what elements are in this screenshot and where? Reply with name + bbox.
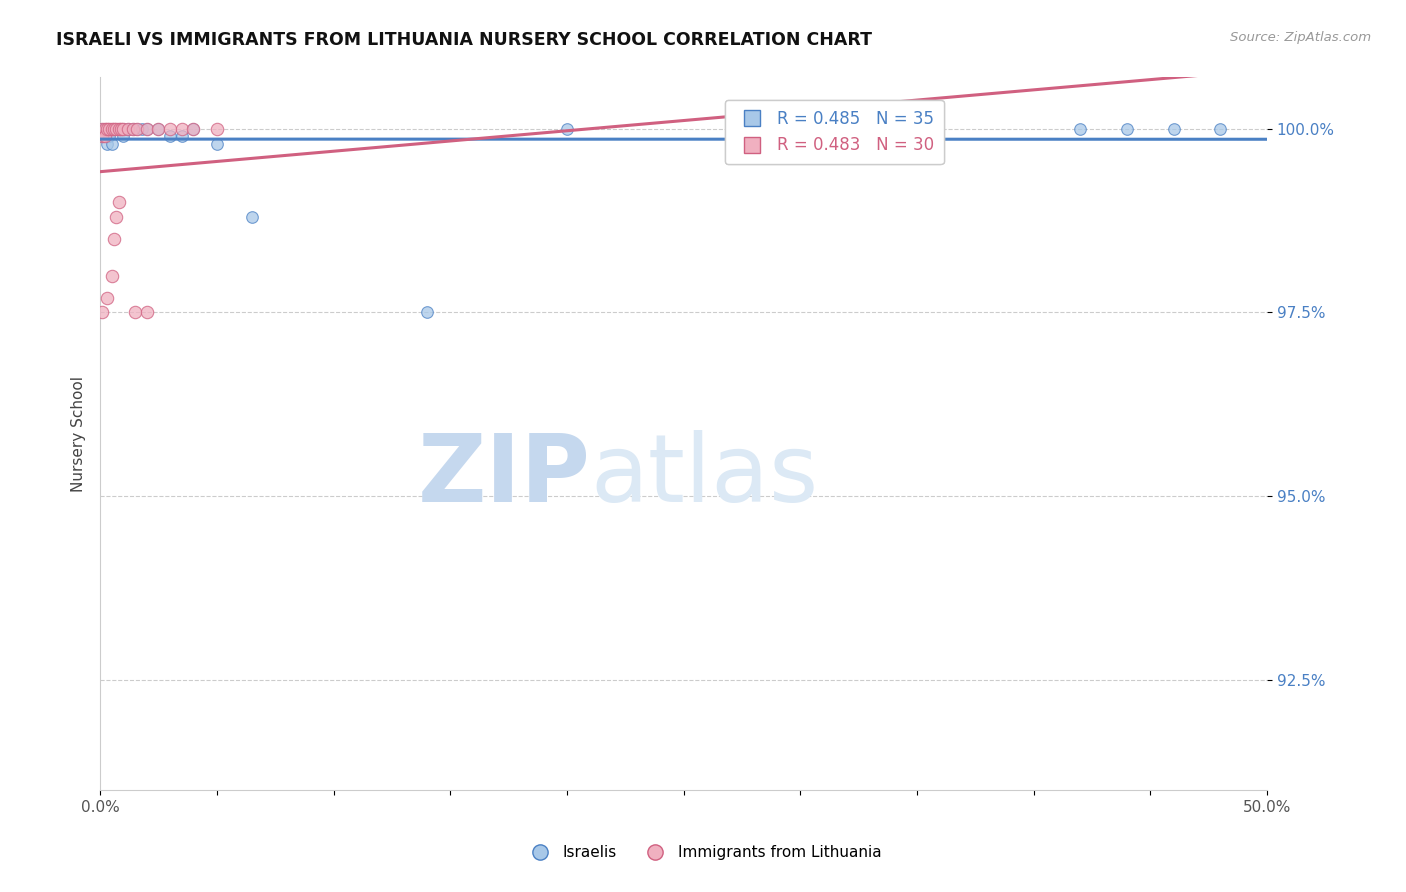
Point	[91, 305, 114, 319]
Text: ZIP: ZIP	[418, 430, 591, 523]
Point	[183, 121, 205, 136]
Point	[117, 121, 139, 136]
Point	[205, 136, 228, 151]
Legend: Israelis, Immigrants from Lithuania: Israelis, Immigrants from Lithuania	[519, 839, 887, 866]
Point	[135, 305, 157, 319]
Point	[96, 121, 118, 136]
Point	[103, 121, 125, 136]
Point	[112, 121, 135, 136]
Legend: R = 0.485   N = 35, R = 0.483   N = 30: R = 0.485 N = 35, R = 0.483 N = 30	[725, 100, 943, 164]
Point	[94, 121, 117, 136]
Point	[121, 121, 143, 136]
Point	[96, 121, 118, 136]
Point	[1069, 121, 1091, 136]
Point	[905, 121, 928, 136]
Text: Source: ZipAtlas.com: Source: ZipAtlas.com	[1230, 31, 1371, 45]
Point	[98, 129, 121, 144]
Point	[107, 121, 129, 136]
Point	[555, 121, 578, 136]
Point	[101, 268, 124, 283]
Point	[110, 121, 132, 136]
Point	[159, 121, 181, 136]
Point	[96, 136, 118, 151]
Point	[101, 136, 124, 151]
Point	[105, 121, 128, 136]
Point	[135, 121, 157, 136]
Point	[742, 121, 765, 136]
Point	[135, 121, 157, 136]
Point	[98, 121, 121, 136]
Point	[91, 121, 114, 136]
Point	[103, 232, 125, 246]
Point	[1163, 121, 1185, 136]
Point	[94, 129, 117, 144]
Point	[96, 291, 118, 305]
Point	[148, 121, 170, 136]
Point	[131, 121, 153, 136]
Point	[124, 305, 146, 319]
Point	[91, 121, 114, 136]
Point	[101, 121, 124, 136]
Text: ISRAELI VS IMMIGRANTS FROM LITHUANIA NURSERY SCHOOL CORRELATION CHART: ISRAELI VS IMMIGRANTS FROM LITHUANIA NUR…	[56, 31, 872, 49]
Point	[101, 121, 124, 136]
Point	[121, 121, 143, 136]
Point	[105, 121, 128, 136]
Point	[183, 121, 205, 136]
Y-axis label: Nursery School: Nursery School	[72, 376, 86, 491]
Point	[112, 121, 135, 136]
Point	[159, 129, 181, 144]
Point	[107, 121, 129, 136]
Point	[416, 305, 439, 319]
Point	[148, 121, 170, 136]
Point	[110, 121, 132, 136]
Point	[98, 121, 121, 136]
Point	[112, 129, 135, 144]
Point	[107, 195, 129, 210]
Point	[105, 210, 128, 224]
Point	[91, 129, 114, 144]
Point	[127, 121, 149, 136]
Point	[91, 129, 114, 144]
Point	[103, 121, 125, 136]
Point	[205, 121, 228, 136]
Text: atlas: atlas	[591, 430, 818, 523]
Point	[94, 121, 117, 136]
Point	[240, 210, 263, 224]
Point	[117, 121, 139, 136]
Point	[170, 121, 193, 136]
Point	[1209, 121, 1232, 136]
Point	[742, 121, 765, 136]
Point	[94, 129, 117, 144]
Point	[170, 129, 193, 144]
Point	[127, 121, 149, 136]
Point	[1116, 121, 1139, 136]
